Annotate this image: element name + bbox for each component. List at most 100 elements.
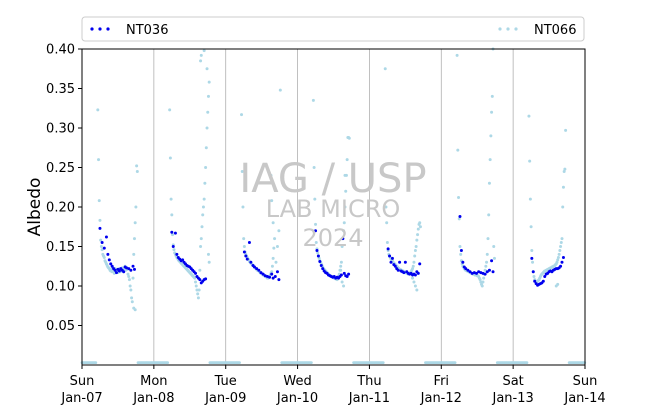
- legend-frame: [81, 16, 585, 42]
- legend-label-nt036: NT036: [126, 23, 168, 38]
- nt066-point: [478, 278, 482, 282]
- nt066-point: [206, 252, 210, 256]
- nt066-point: [560, 237, 564, 241]
- nt066-point: [457, 196, 461, 200]
- nt066-point: [314, 241, 318, 245]
- nt036-point: [468, 270, 472, 274]
- nt036-point: [402, 271, 406, 275]
- nt066-point: [556, 256, 560, 260]
- legend-dot-nt036: [90, 27, 94, 31]
- nt066-point: [413, 284, 417, 288]
- nt036-point: [170, 230, 174, 234]
- nt066-point: [201, 205, 205, 209]
- nt036-point: [347, 272, 351, 276]
- nt036-point: [342, 271, 346, 275]
- y-tick-label: 0.15: [46, 240, 75, 255]
- nt066-point: [269, 173, 273, 177]
- nt066-point: [418, 225, 422, 229]
- nt066-point: [556, 282, 560, 286]
- nt036-point: [388, 254, 392, 258]
- nt036-point: [107, 258, 111, 262]
- nt066-point: [99, 238, 103, 242]
- nt036-point: [418, 262, 422, 266]
- nt066-point: [492, 245, 496, 248]
- nt066-point: [240, 169, 244, 173]
- nt066-point: [198, 268, 202, 272]
- watermark: IAG / USP LAB MICRO 2024: [239, 156, 426, 252]
- nt066-point: [414, 245, 418, 248]
- nt036-point: [530, 256, 534, 260]
- nt066-point: [412, 260, 416, 264]
- nt036-point: [270, 272, 274, 276]
- nt066-point: [206, 110, 210, 114]
- x-tick-label-line: Sun: [573, 374, 598, 389]
- nt036-point: [104, 235, 108, 239]
- nt066-point: [416, 227, 420, 231]
- nt066-point: [194, 284, 198, 288]
- nt036-point: [483, 272, 487, 276]
- nt066-point: [172, 248, 176, 252]
- nt066-point: [561, 185, 565, 189]
- legend: NT036 NT066: [81, 16, 585, 42]
- nt066-point: [207, 260, 211, 264]
- x-tick-label: Fri Jan-12: [420, 374, 462, 406]
- nt066-point: [340, 280, 344, 284]
- nt066-point: [488, 158, 492, 162]
- nt066-point: [532, 275, 536, 279]
- nt066-point: [195, 288, 199, 292]
- x-tick-label-line: Jan-11: [348, 391, 390, 406]
- nt066-point: [313, 197, 317, 201]
- nt066-point: [416, 233, 420, 237]
- nt036-point: [474, 271, 478, 275]
- nt036-point: [466, 268, 470, 272]
- y-tick-label: 0.40: [46, 43, 75, 58]
- nt036-point: [181, 258, 185, 262]
- nt066-point: [201, 213, 205, 217]
- nt066-point: [343, 173, 347, 177]
- nt066-point: [562, 169, 566, 173]
- nt066-point: [97, 158, 101, 162]
- nt066-point: [489, 134, 493, 138]
- x-tick-label: Sun Jan-07: [60, 374, 102, 406]
- nt066-point: [171, 233, 175, 237]
- nt066-point: [457, 217, 461, 221]
- nt066-point: [240, 113, 244, 117]
- nt036-point: [464, 267, 468, 271]
- nt066-point: [339, 268, 343, 272]
- nt066-point: [559, 245, 563, 248]
- nt066-point: [343, 205, 347, 209]
- x-tick-label: Mon Jan-08: [132, 374, 174, 406]
- nt036-point: [113, 268, 117, 272]
- x-tick-label-line: Fri: [434, 374, 450, 389]
- nt036-point: [559, 264, 563, 268]
- nt066-point: [168, 156, 172, 160]
- watermark-line-3: 2024: [302, 224, 363, 252]
- nt066-point: [339, 264, 343, 268]
- nt066-point: [270, 199, 274, 203]
- nt066-point: [563, 167, 567, 171]
- nt036-point: [106, 252, 110, 256]
- nt066-point: [199, 245, 203, 248]
- nt066-point: [199, 53, 203, 57]
- nt066-point: [169, 197, 173, 201]
- nt066-point: [196, 296, 200, 300]
- nt066-point: [129, 288, 133, 292]
- nt036-point: [396, 268, 400, 272]
- x-tick-label: Wed Jan-10: [276, 374, 318, 406]
- nt036-point: [390, 256, 394, 260]
- nt066-point: [312, 166, 316, 169]
- nt066-point: [342, 229, 346, 233]
- y-tick-label: 0.30: [46, 122, 75, 137]
- nt066-point: [205, 67, 209, 71]
- nt066-point: [170, 213, 174, 217]
- nt066-point: [94, 361, 98, 365]
- nt066-point: [196, 292, 200, 296]
- nt066-point: [484, 264, 488, 268]
- nt066-point: [241, 205, 245, 209]
- nt066-point: [271, 256, 275, 260]
- nt066-point: [98, 218, 102, 222]
- nt036-point: [252, 265, 256, 269]
- x-tick-label-line: Jan-14: [563, 391, 605, 406]
- nt066-point: [413, 254, 417, 258]
- nt036-point: [194, 271, 198, 275]
